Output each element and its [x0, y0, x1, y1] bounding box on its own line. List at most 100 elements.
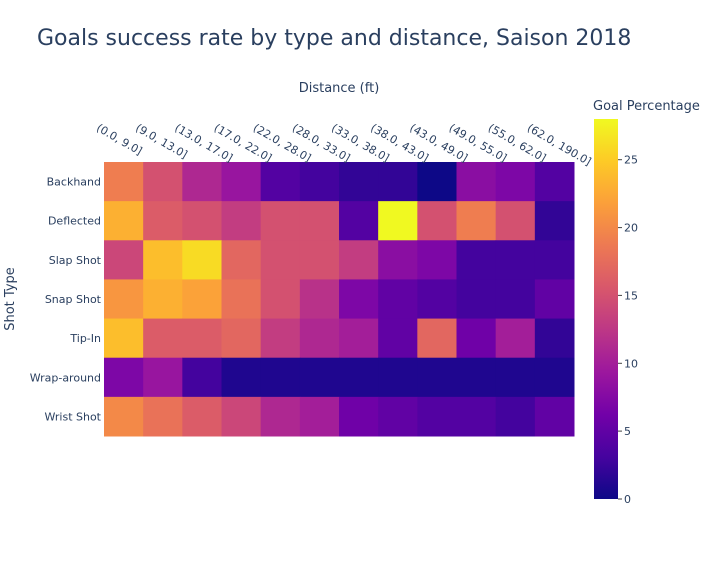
colorbar-gradient [594, 119, 618, 499]
heatmap-cell [104, 240, 144, 280]
heatmap-cell [143, 396, 183, 437]
heatmap-cell [378, 240, 418, 280]
heatmap-cells [104, 162, 575, 437]
heatmap-cell [260, 240, 301, 280]
heatmap-cell [495, 201, 536, 241]
y-tick-label: Backhand [47, 176, 101, 189]
heatmap-cell [417, 201, 457, 241]
heatmap-cell [143, 201, 183, 241]
heatmap-cell [260, 162, 301, 202]
heatmap-cell [221, 357, 262, 398]
heatmap-cell [299, 396, 340, 437]
heatmap-cell [221, 318, 262, 359]
colorbar-ticks: 0 5 10 15 20 25 [618, 154, 638, 506]
heatmap-cell [339, 318, 379, 359]
colorbar-tick-label: 5 [624, 425, 631, 438]
heatmap-cell [104, 357, 144, 398]
heatmap-cell [182, 240, 222, 280]
heatmap-cell [378, 318, 418, 359]
heatmap-cell [417, 357, 457, 398]
colorbar-title: Goal Percentage [593, 99, 700, 114]
heatmap-cell [417, 396, 457, 437]
x-axis-ticks: (0.0, 9.0](9.0, 13.0](13.0, 17.0](17.0, … [94, 121, 593, 168]
heatmap-cell [299, 162, 340, 202]
x-axis-title: Distance (ft) [299, 81, 380, 96]
heatmap-cell [339, 162, 379, 202]
heatmap-cell [182, 201, 222, 241]
heatmap-cell [104, 279, 144, 320]
heatmap-cell [299, 201, 340, 241]
heatmap-cell [495, 162, 536, 202]
y-tick-label: Tip-In [69, 332, 101, 345]
heatmap-cell [260, 279, 301, 320]
heatmap-cell [221, 279, 262, 320]
heatmap-cell [182, 357, 222, 398]
heatmap-cell [104, 201, 144, 241]
heatmap-cell [534, 396, 575, 437]
chart-title: Goals success rate by type and distance,… [37, 26, 631, 51]
heatmap-cell [495, 240, 536, 280]
colorbar-tick-label: 25 [624, 154, 638, 167]
heatmap-cell [143, 240, 183, 280]
heatmap-cell [143, 318, 183, 359]
heatmap-cell [339, 201, 379, 241]
heatmap-cell [456, 396, 497, 437]
y-tick-label: Wrist Shot [45, 410, 102, 423]
heatmap-cell [534, 201, 575, 241]
heatmap-cell [182, 318, 222, 359]
y-tick-label: Wrap-around [30, 371, 101, 384]
heatmap-cell [378, 396, 418, 437]
heatmap-cell [339, 357, 379, 398]
heatmap-cell [495, 279, 536, 320]
heatmap-cell [260, 201, 301, 241]
heatmap-cell [260, 318, 301, 359]
heatmap-cell [104, 318, 144, 359]
heatmap-cell [417, 240, 457, 280]
colorbar-tick-label: 10 [624, 357, 638, 370]
heatmap-cell [534, 240, 575, 280]
heatmap-cell [534, 279, 575, 320]
heatmap-cell [456, 279, 497, 320]
heatmap-cell [456, 162, 497, 202]
colorbar-tick-label: 20 [624, 222, 638, 235]
heatmap-cell [299, 318, 340, 359]
heatmap-cell [339, 240, 379, 280]
heatmap-cell [221, 396, 262, 437]
heatmap-cell [221, 240, 262, 280]
colorbar-tick-label: 15 [624, 289, 638, 302]
heatmap-cell [456, 357, 497, 398]
x-tick-label: (62.0, 190.0] [525, 121, 593, 168]
colorbar-tick-label: 0 [624, 493, 631, 506]
heatmap-cell [143, 279, 183, 320]
heatmap-cell [417, 279, 457, 320]
heatmap-cell [104, 162, 144, 202]
heatmap-cell [182, 396, 222, 437]
heatmap-cell [299, 240, 340, 280]
heatmap-cell [143, 357, 183, 398]
y-tick-label: Deflected [48, 215, 101, 228]
heatmap-cell [417, 162, 457, 202]
y-axis-title: Shot Type [3, 267, 18, 331]
heatmap-cell [378, 162, 418, 202]
heatmap-cell [378, 357, 418, 398]
heatmap-cell [534, 162, 575, 202]
heatmap-cell [221, 162, 262, 202]
heatmap-cell [260, 357, 301, 398]
heatmap-cell [456, 318, 497, 359]
heatmap-cell [339, 279, 379, 320]
heatmap-cell [456, 201, 497, 241]
heatmap-cell [534, 318, 575, 359]
heatmap-cell [182, 279, 222, 320]
heatmap-cell [495, 318, 536, 359]
heatmap-cell [104, 396, 144, 437]
y-tick-label: Snap Shot [45, 293, 102, 306]
heatmap-cell [299, 357, 340, 398]
heatmap-cell [143, 162, 183, 202]
heatmap-cell [299, 279, 340, 320]
heatmap-cell [339, 396, 379, 437]
heatmap-cell [417, 318, 457, 359]
heatmap-cell [378, 279, 418, 320]
heatmap-cell [221, 201, 262, 241]
heatmap-cell [534, 357, 575, 398]
